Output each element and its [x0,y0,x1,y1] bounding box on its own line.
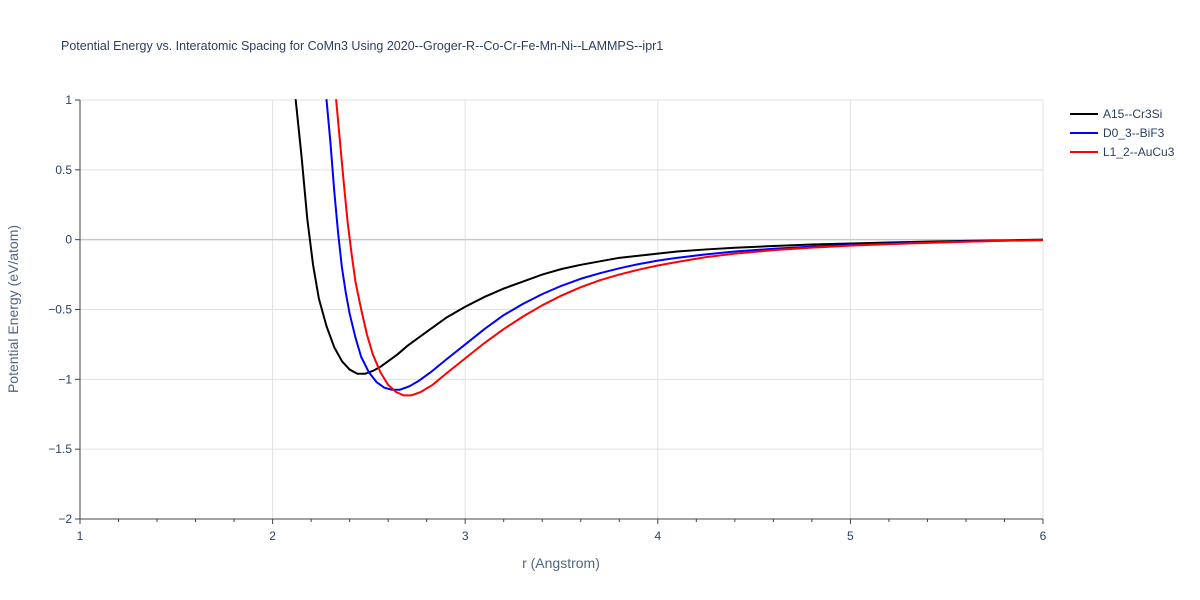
x-tick-label: 3 [462,529,469,543]
series-line-2 [325,99,1043,391]
x-tick-label: 1 [77,529,84,543]
legend-item[interactable]: A15--Cr3Si [1070,107,1162,121]
legend-item[interactable]: L1_2--AuCu3 [1070,145,1175,159]
y-tick-label: 0 [65,233,72,247]
x-tick-label: 4 [654,529,661,543]
legend: A15--Cr3Si D0_3--BiF3 L1_2--AuCu3 [1070,107,1175,159]
x-tick-label: 2 [269,529,276,543]
y-tick-label: −0.5 [48,303,72,317]
series-line-3 [335,99,1043,397]
y-axis-title: Potential Energy (eV/atom) [5,225,21,393]
legend-item[interactable]: D0_3--BiF3 [1070,126,1165,140]
y-tick-label: −1 [58,372,72,386]
plot-area [294,99,1043,397]
y-tick-label: −1.5 [48,442,72,456]
chart-title: Potential Energy vs. Interatomic Spacing… [61,39,663,53]
x-axis-title: r (Angstrom) [522,555,600,571]
x-tick-label: 6 [1040,529,1047,543]
legend-label: L1_2--AuCu3 [1103,145,1175,159]
y-tick-label: −2 [58,512,72,526]
legend-label: A15--Cr3Si [1103,107,1162,121]
legend-label: D0_3--BiF3 [1103,126,1165,140]
axes-layer: 1 2 3 4 5 6 1 0.5 0 −0.5 −1 −1.5 −2 [48,93,1046,543]
x-tick-label: 5 [847,529,854,543]
y-tick-label: 0.5 [55,163,72,177]
series-line-1 [294,99,1043,375]
grid-layer [80,99,1044,519]
y-tick-label: 1 [65,93,72,107]
